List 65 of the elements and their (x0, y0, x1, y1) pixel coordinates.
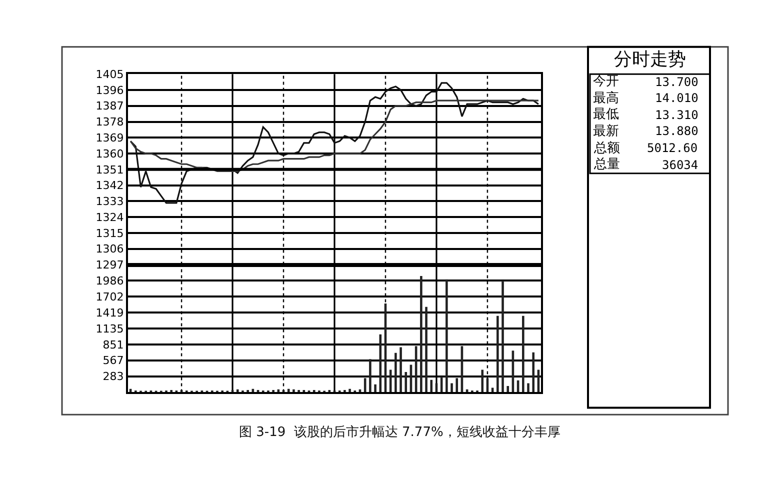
text: 最低 (593, 107, 619, 122)
y-tick-label: 851 (102, 338, 124, 352)
line-series (130, 100, 540, 172)
bar (344, 390, 346, 392)
y-tick-label: 1342 (96, 179, 124, 192)
bar (272, 390, 274, 392)
text: 13.310 (655, 108, 698, 122)
bar (374, 384, 376, 392)
bar (292, 389, 295, 392)
bar (312, 390, 316, 392)
y-tick-label: 1306 (96, 242, 124, 256)
y-tick-label: 567 (102, 354, 124, 368)
text: 36034 (662, 158, 698, 172)
bar (287, 388, 290, 392)
y-tick-label: 1702 (96, 290, 124, 304)
bar (522, 316, 524, 392)
bar (456, 378, 458, 392)
bar (420, 276, 422, 392)
text: 图 3-19 该股的后市升幅达 7.77%，短线收益十分丰厚 (239, 424, 560, 440)
bar (170, 390, 172, 392)
y-tick-label: 1333 (96, 195, 124, 208)
bar (506, 386, 510, 392)
y-tick-label: 1351 (96, 163, 124, 176)
bar (369, 359, 372, 392)
text: 14.010 (655, 91, 698, 105)
bar (394, 352, 397, 392)
text: 5012.60 (647, 141, 698, 155)
bar (298, 390, 300, 392)
bar (236, 389, 239, 392)
y-tick-label: 1315 (96, 226, 124, 240)
y-tick-label: 1405 (96, 68, 124, 81)
y-tick-label: 1297 (96, 258, 124, 272)
y-tick-label: 1986 (96, 274, 124, 288)
bar (400, 347, 402, 392)
y-tick-label: 1360 (96, 147, 124, 160)
y-tick-label: 1387 (96, 100, 124, 113)
bar (481, 370, 484, 392)
y-tick-label: 283 (102, 370, 124, 384)
bar (430, 380, 433, 392)
bar (450, 383, 453, 392)
y-tick-label: 1396 (96, 84, 124, 97)
bar (425, 306, 428, 392)
bar (532, 352, 534, 392)
bar (348, 388, 351, 392)
bar (446, 279, 448, 392)
bar (496, 316, 499, 392)
bar (246, 390, 249, 392)
bar (379, 334, 382, 392)
bar (527, 383, 530, 392)
text: 总量 (593, 157, 620, 172)
bar (404, 372, 408, 392)
line-series (130, 82, 540, 204)
text: 总额 (593, 141, 620, 156)
y-tick-label: 1135 (96, 322, 124, 336)
text: 分时走势 (614, 49, 686, 70)
text: 13.880 (655, 124, 698, 138)
text: 最高 (593, 90, 619, 106)
text: 13.700 (655, 75, 698, 89)
y-tick-label: 1369 (96, 132, 124, 145)
text: 最新 (593, 124, 619, 139)
y-tick-label: 1378 (96, 116, 124, 129)
bar (502, 280, 504, 392)
y-tick-label: 1324 (96, 210, 124, 224)
text: 今开 (593, 74, 619, 89)
y-tick-label: 1419 (96, 306, 124, 320)
